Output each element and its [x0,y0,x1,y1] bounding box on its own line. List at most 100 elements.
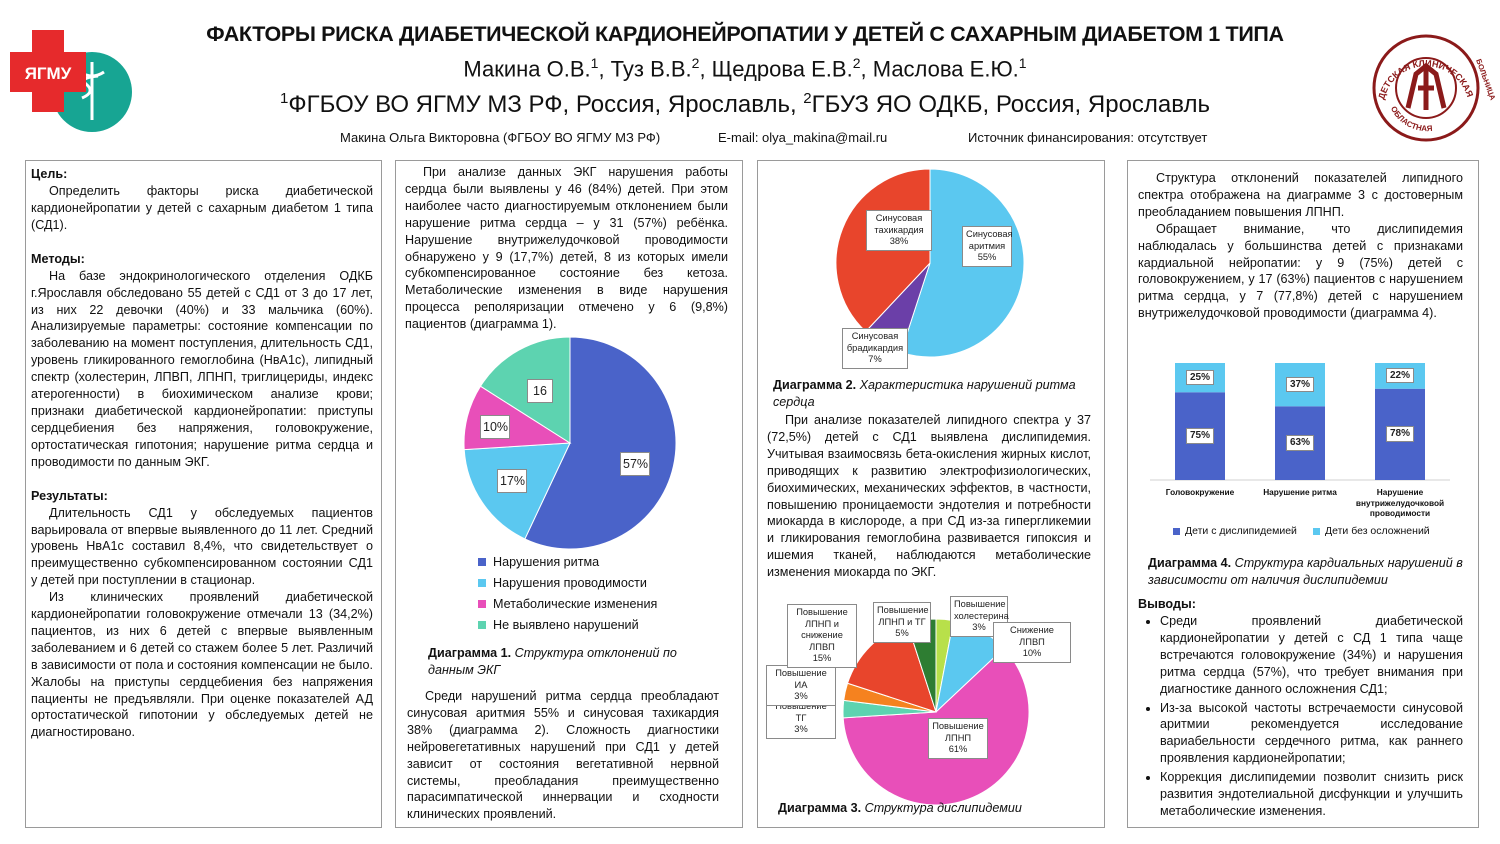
label-value: 55% [977,252,997,262]
data-label: Синусовая аритмия 55% [962,226,1013,267]
spacer [31,234,373,251]
x-tick-label: Головокружение [1165,487,1235,497]
caption-number: Диаграмма 3. [778,801,862,815]
legend-label: Не выявлено нарушений [493,618,639,632]
label-name: Повышение ИА [775,668,827,690]
legend-swatch [1313,527,1320,535]
legend-label: Дети с дислипидемией [1185,525,1297,537]
legend-swatch [1173,527,1180,535]
legend-label: Нарушения ритма [493,555,600,569]
label-value: 17% [500,474,526,488]
legend-item: Дети с дислипидемией [1173,525,1297,537]
legend-label: Дети без осложнений [1325,525,1430,537]
data-label: 16 [527,379,553,403]
label-value: 16 [533,384,547,398]
panel [1127,160,1479,828]
label-name: Повышение ЛПНП и ТГ [877,605,929,627]
paragraph: На базе эндокринологического отделения О… [31,268,373,469]
contact: E-mail: olya_makina@mail.ru [718,130,888,145]
data-label: 78% [1386,426,1414,442]
panel [395,160,743,828]
affiliations: 1ФГБОУ ВО ЯГМУ МЗ РФ, Россия, Ярославль,… [110,90,1380,119]
author-name: Макина О.В. [463,56,591,82]
column-text: Среди нарушений ритма сердца преобладают… [407,688,719,823]
logo-cross [10,30,86,112]
data-label: 17% [497,469,527,493]
legend-item: Не выявлено нарушений [478,618,639,632]
caption: Диаграмма 4. Структура кардиальных наруш… [1148,555,1468,589]
caption-text: Структура дислипидемии [864,801,1022,815]
column-text: Выводы: Среди проявлений диабетической ка… [1138,596,1463,822]
data-label: Снижение ЛПВП 10% [993,622,1071,663]
paragraph: Среди нарушений ритма сердца преобладают… [407,689,719,822]
caption-text: Структура кардиальных нарушений в зависи… [1148,556,1463,587]
label-value: 10% [483,420,509,434]
label-name: Повышение холестерина [954,599,1009,621]
legend-item: Метаболические изменения [478,597,657,611]
label-value: 3% [794,724,808,734]
bullet: Из-за высокой частоты встречаемости сину… [1160,700,1463,768]
data-label: Повышение ЛПНП и ТГ 5% [873,602,931,643]
data-label: 57% [620,452,650,476]
caption-text: Структура отклонений по данным ЭКГ [428,646,677,677]
heading: Выводы: [1138,597,1196,611]
author-name: , Туз В.В. [598,56,692,82]
label-name: Повышение ТГ [775,701,827,723]
legend-item: Нарушения проводимости [478,576,647,590]
legend-swatch [478,579,486,587]
label-value: 57% [623,457,649,471]
label-value: 7% [868,354,882,364]
data-label: 10% [480,415,510,439]
caption-number: Диаграмма 1. [428,646,512,660]
spacer [31,471,373,488]
data-label: Повышение ИА 3% [766,665,836,706]
caption-number: Диаграмма 2. [773,378,857,392]
column-text: Цель: Определить факторы риска диабетичес… [31,166,373,741]
logo-text: ЯГМУ [25,64,72,83]
author-name: , Маслова Е.Ю. [860,56,1019,82]
pie-slice [479,336,571,444]
author-sup: 2 [691,55,700,71]
caption: Диаграмма 1. Структура отклонений по дан… [428,645,688,679]
data-label: Синусовая брадикардия 7% [842,328,908,369]
data-label: 37% [1286,376,1314,393]
legend-item: Нарушения ритма [478,555,599,569]
bullet: Среди проявлений диабетической кардионей… [1160,613,1463,698]
legend-label: Нарушения проводимости [493,576,647,590]
data-label: 22% [1386,367,1414,384]
legend-swatch [478,600,486,608]
label-value: 10% [1022,648,1042,658]
legend-swatch [478,558,486,566]
column-text: При анализе данных ЭКГ нарушения работы … [405,164,728,333]
caption-number: Диаграмма 4. [1148,556,1232,570]
pie-slice [524,336,677,550]
contact: Источник финансирования: отсутствует [968,130,1208,145]
panel [757,160,1105,828]
author-sup: 2 [852,55,861,71]
heading: Цель: [31,167,68,181]
heading: Результаты: [31,488,108,503]
logo-right-figure [1405,62,1447,110]
data-label: Синусовая тахикардия 38% [866,210,932,251]
heading: Методы: [31,251,85,266]
x-tick-label: Нарушение внутрижелудочковой проводимост… [1355,487,1445,518]
legend-swatch [478,621,486,629]
data-label: Повышение ЛПНП и снижение ЛПВП 15% [787,604,857,668]
paragraph: Обращает внимание, что дислипидемия набл… [1138,221,1463,321]
label-name: Синусовая аритмия [966,229,1013,251]
affiliation-sup: 2 [803,90,812,107]
label-name: Повышение ЛПНП и снижение ЛПВП [796,607,848,652]
label-value: 3% [794,691,808,701]
bullet: Коррекция дислипидемии позволит снизить … [1160,769,1463,820]
label-name: Повышение ЛПНП [932,721,984,743]
data-label: 25% [1186,369,1214,386]
caption: Диаграмма 3. Структура дислипидемии [778,800,1098,817]
label-value: 38% [889,236,909,246]
data-label: 63% [1286,435,1314,451]
label-value: 15% [812,653,832,663]
affiliation: ГБУЗ ЯО ОДКБ, Россия, Ярославль [811,91,1210,118]
data-label: 75% [1186,428,1214,444]
label-value: 3% [972,622,986,632]
contact: Макина Ольга Викторовна (ФГБОУ ВО ЯГМУ М… [340,130,661,145]
